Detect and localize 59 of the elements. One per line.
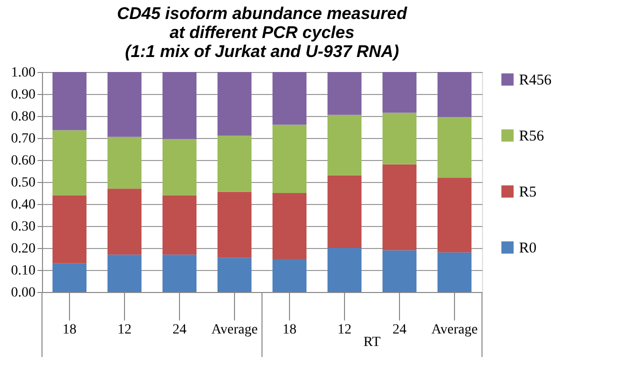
legend-label: R5 xyxy=(519,184,537,200)
bar xyxy=(218,258,252,292)
x-tick-label: 24 xyxy=(392,322,406,338)
bar xyxy=(438,72,472,118)
bar xyxy=(52,263,86,292)
x-tick-label: Average xyxy=(431,322,478,338)
bar xyxy=(272,193,306,259)
bar xyxy=(438,178,472,252)
y-tick-label: 0.30 xyxy=(11,220,36,234)
y-tick-label: 0.60 xyxy=(11,154,36,168)
bar xyxy=(328,248,362,292)
bar xyxy=(438,117,472,178)
bar xyxy=(272,72,306,125)
y-tick-label: 0.40 xyxy=(11,198,36,212)
y-tick-label: 0.70 xyxy=(11,132,36,146)
text: CD45 isoform abundance measured xyxy=(116,4,408,23)
bar xyxy=(272,259,306,292)
bar xyxy=(218,192,252,258)
y-tick-label: 0.50 xyxy=(11,176,36,190)
bar xyxy=(382,112,416,164)
text: RT xyxy=(363,335,381,350)
y-tick-label: 0.00 xyxy=(11,286,36,300)
bar xyxy=(162,195,196,255)
y-tick-label: 0.80 xyxy=(11,110,36,124)
y-tick-label: 1.00 xyxy=(11,66,36,80)
bar xyxy=(438,252,472,292)
bar xyxy=(328,114,362,176)
y-tick-label: 0.90 xyxy=(11,88,36,102)
legend-label: R56 xyxy=(519,128,545,144)
y-tick-label: 0.20 xyxy=(11,242,36,256)
bar xyxy=(162,139,196,196)
bar xyxy=(162,254,196,292)
x-tick-label: 24 xyxy=(172,322,186,338)
legend-label: R456 xyxy=(519,72,552,88)
bar xyxy=(162,72,196,140)
text: (1:1 mix of Jurkat and U-937 RNA) xyxy=(125,42,399,61)
x-tick-label: 12 xyxy=(338,322,352,338)
bar xyxy=(272,124,306,193)
bar xyxy=(382,250,416,292)
bar xyxy=(218,136,252,192)
legend-label: R0 xyxy=(519,240,537,256)
x-tick-label: 18 xyxy=(62,322,76,338)
bar xyxy=(52,195,86,264)
bar xyxy=(382,164,416,250)
x-tick-label: Average xyxy=(211,322,258,338)
bar xyxy=(218,72,252,136)
bar xyxy=(108,136,142,189)
bar xyxy=(52,72,86,130)
bar xyxy=(108,254,142,292)
bar xyxy=(52,130,86,196)
bar xyxy=(328,72,362,115)
x-tick-label: 12 xyxy=(118,322,132,338)
bar xyxy=(328,175,362,248)
text: at different PCR cycles xyxy=(170,23,354,42)
bar xyxy=(108,188,142,255)
bar xyxy=(108,72,142,137)
bar xyxy=(382,72,416,113)
x-tick-label: 18 xyxy=(282,322,296,338)
y-tick-label: 0.10 xyxy=(11,264,36,278)
